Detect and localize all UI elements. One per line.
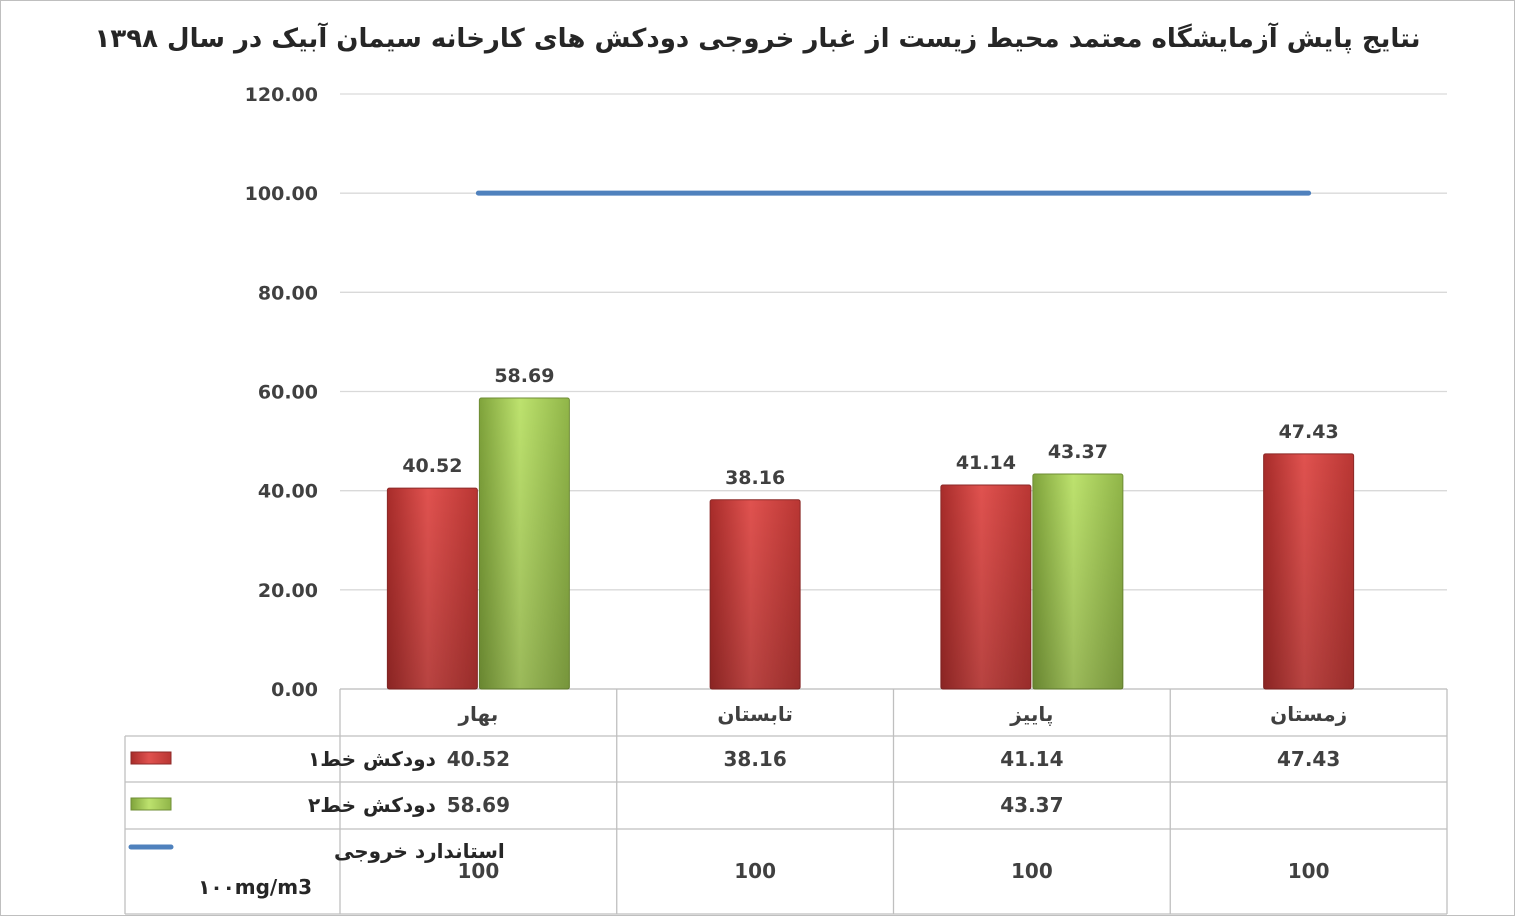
category-label: بهار — [458, 702, 499, 726]
category-label: پاییز — [1009, 702, 1053, 727]
table-cell: 100 — [1011, 859, 1053, 883]
bar-shade — [1032, 473, 1123, 689]
data-label: 47.43 — [1279, 421, 1339, 443]
data-label: 41.14 — [956, 452, 1016, 474]
data-label: 43.37 — [1048, 441, 1108, 463]
data-labels: 40.52 58.69 38.16 41.14 43.37 47.43 — [402, 365, 1338, 489]
table-cell: 41.14 — [1000, 747, 1063, 771]
table-cell: 47.43 — [1277, 747, 1340, 771]
table-cell: 100 — [458, 859, 500, 883]
table-cell: 100 — [734, 859, 776, 883]
bar-shade — [387, 488, 478, 689]
data-table: بهار تابستان پاییز زمستان 40.52 38.16 41.14 47.… — [124, 688, 1448, 915]
table-cell: 43.37 — [1000, 793, 1063, 817]
category-label: زمستان — [1270, 702, 1347, 726]
data-label: 38.16 — [725, 467, 785, 489]
chart-title: نتایج پایش آزمایشگاه معتمد محیط زیست از … — [94, 24, 1421, 54]
legend-key — [130, 797, 172, 811]
series-name: استاندارد خروجی — [334, 839, 505, 863]
y-tick-label: 80.00 — [258, 282, 318, 304]
series-name-unit: ۱۰۰mg/m3 — [198, 875, 312, 899]
table-cell: 58.69 — [447, 793, 510, 817]
table-cell: 100 — [1288, 859, 1330, 883]
bar-shade — [940, 485, 1031, 689]
y-tick-label: 20.00 — [258, 580, 318, 602]
legend-key — [130, 751, 172, 765]
data-label: 40.52 — [402, 455, 462, 477]
data-label: 58.69 — [494, 365, 554, 387]
y-tick-label: 40.00 — [258, 481, 318, 503]
y-tick-label: 120.00 — [245, 84, 318, 106]
y-tick-label: 100.00 — [245, 183, 318, 205]
series-name: دودکش خط۲ — [308, 793, 436, 817]
bar-shade — [710, 499, 801, 689]
series-name: دودکش خط۱ — [308, 747, 436, 771]
bar-shade — [1263, 453, 1354, 689]
bar-shade — [479, 397, 570, 689]
table-cell: 38.16 — [723, 747, 786, 771]
category-label: تابستان — [717, 702, 793, 726]
y-tick-label: 60.00 — [258, 382, 318, 404]
y-tick-label: 0.00 — [271, 679, 318, 701]
y-axis-ticks: 0.00 20.00 40.00 60.00 80.00 100.00 120.00 — [245, 84, 318, 701]
bars — [386, 397, 1355, 690]
table-cell: 40.52 — [447, 747, 510, 771]
